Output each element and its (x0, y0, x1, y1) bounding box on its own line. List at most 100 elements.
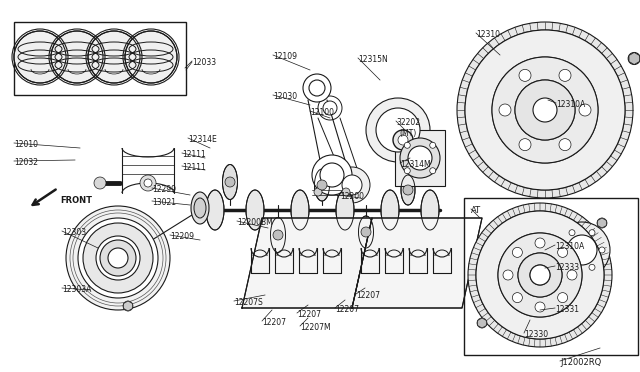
Circle shape (492, 57, 598, 163)
Circle shape (309, 80, 325, 96)
Text: 12209: 12209 (170, 232, 194, 241)
Circle shape (51, 31, 103, 83)
Circle shape (589, 264, 595, 270)
Circle shape (334, 167, 370, 203)
Text: 12303A: 12303A (62, 285, 92, 294)
Circle shape (628, 52, 640, 64)
Circle shape (597, 218, 607, 228)
Text: 12303: 12303 (62, 228, 86, 237)
Circle shape (476, 211, 604, 339)
Circle shape (530, 265, 550, 285)
Text: 12207: 12207 (356, 291, 380, 300)
Circle shape (408, 146, 432, 170)
Bar (14, 22, 186, 95)
Circle shape (554, 222, 610, 278)
Text: 32202: 32202 (396, 118, 420, 127)
Text: 12310: 12310 (476, 30, 500, 39)
Circle shape (361, 227, 371, 237)
Text: 12207: 12207 (297, 310, 321, 319)
Ellipse shape (336, 190, 354, 230)
Circle shape (515, 80, 575, 140)
Circle shape (78, 218, 158, 298)
Circle shape (559, 139, 571, 151)
Circle shape (569, 230, 575, 236)
Circle shape (400, 138, 440, 178)
Text: 12010: 12010 (14, 140, 38, 149)
Text: 12207: 12207 (335, 305, 359, 314)
Circle shape (535, 238, 545, 248)
Circle shape (465, 30, 625, 190)
Text: 12310A: 12310A (556, 100, 585, 109)
Circle shape (225, 177, 235, 187)
Circle shape (66, 206, 170, 310)
Ellipse shape (421, 190, 439, 230)
Circle shape (513, 293, 522, 303)
Circle shape (88, 31, 140, 83)
Text: 12032: 12032 (14, 158, 38, 167)
Text: 12299: 12299 (152, 185, 176, 194)
Circle shape (83, 223, 153, 293)
Circle shape (14, 31, 66, 83)
Circle shape (144, 179, 152, 187)
Circle shape (519, 69, 531, 81)
Text: 12207M: 12207M (300, 323, 331, 332)
Circle shape (477, 318, 487, 328)
Circle shape (535, 100, 555, 120)
Text: 12315N: 12315N (358, 55, 388, 64)
Circle shape (123, 301, 133, 311)
Ellipse shape (194, 198, 206, 218)
Circle shape (393, 130, 413, 150)
Circle shape (559, 247, 565, 253)
Circle shape (492, 57, 598, 163)
Ellipse shape (246, 190, 264, 230)
Circle shape (125, 31, 177, 83)
Circle shape (108, 248, 128, 268)
Circle shape (518, 253, 562, 297)
Circle shape (513, 247, 522, 257)
Text: 12207S: 12207S (234, 298, 263, 307)
Circle shape (518, 253, 562, 297)
Circle shape (498, 233, 582, 317)
Circle shape (376, 108, 420, 152)
Circle shape (273, 230, 283, 240)
Circle shape (366, 98, 430, 162)
Polygon shape (352, 218, 482, 308)
Text: 12033: 12033 (192, 58, 216, 67)
Circle shape (569, 264, 575, 270)
Circle shape (100, 240, 136, 276)
Text: 12331: 12331 (555, 305, 579, 314)
Text: J12002RQ: J12002RQ (560, 358, 601, 367)
Circle shape (503, 270, 513, 280)
Circle shape (398, 135, 408, 145)
Circle shape (468, 203, 612, 347)
Circle shape (317, 180, 327, 190)
Circle shape (557, 247, 568, 257)
Circle shape (533, 98, 557, 122)
Text: (MT): (MT) (399, 129, 416, 138)
Circle shape (465, 30, 625, 190)
Text: 12200BM: 12200BM (237, 218, 273, 227)
Bar (395, 130, 445, 186)
Text: 12109: 12109 (273, 52, 297, 61)
Text: 12314E: 12314E (188, 135, 217, 144)
Circle shape (559, 69, 571, 81)
Circle shape (323, 101, 337, 115)
Circle shape (557, 293, 568, 303)
Circle shape (567, 235, 597, 265)
Circle shape (94, 177, 106, 189)
Circle shape (314, 188, 322, 196)
Circle shape (320, 163, 344, 187)
Ellipse shape (223, 164, 237, 199)
Circle shape (342, 188, 350, 196)
Circle shape (567, 270, 577, 280)
Polygon shape (242, 218, 372, 308)
Circle shape (579, 104, 591, 116)
Circle shape (519, 139, 531, 151)
Text: FRONT: FRONT (60, 196, 92, 205)
Circle shape (429, 142, 436, 148)
Text: 12111: 12111 (182, 150, 205, 159)
Text: 12310A: 12310A (555, 242, 584, 251)
Ellipse shape (314, 169, 330, 201)
Ellipse shape (271, 218, 285, 253)
Ellipse shape (206, 190, 224, 230)
